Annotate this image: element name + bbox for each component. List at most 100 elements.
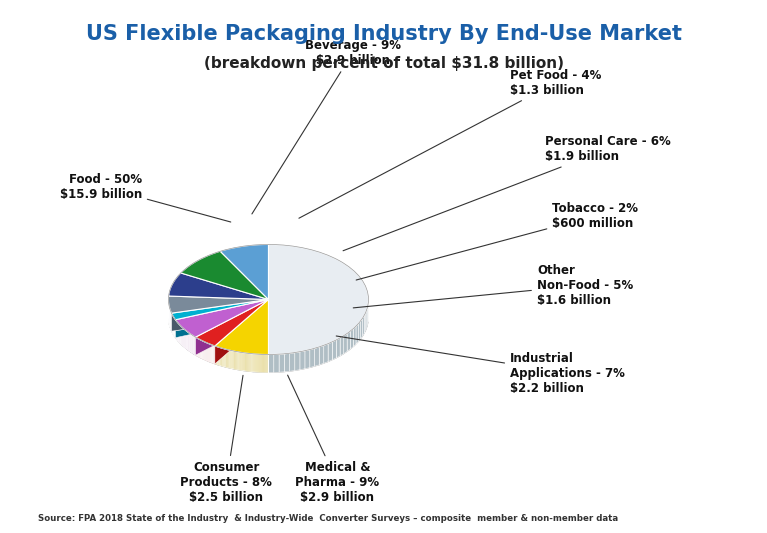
Polygon shape: [220, 245, 268, 300]
Polygon shape: [172, 300, 268, 331]
Polygon shape: [220, 348, 221, 366]
Polygon shape: [234, 351, 235, 369]
Polygon shape: [243, 353, 244, 371]
Text: Beverage - 9%
$2.9 billion: Beverage - 9% $2.9 billion: [252, 38, 401, 214]
Polygon shape: [225, 349, 226, 367]
Polygon shape: [169, 296, 268, 313]
Polygon shape: [231, 351, 232, 369]
Polygon shape: [220, 245, 268, 300]
Polygon shape: [232, 351, 233, 369]
Polygon shape: [256, 354, 257, 372]
Polygon shape: [196, 300, 268, 355]
Polygon shape: [181, 251, 268, 300]
Polygon shape: [259, 354, 260, 373]
Polygon shape: [262, 354, 263, 373]
Polygon shape: [264, 354, 265, 373]
Polygon shape: [261, 354, 262, 373]
Polygon shape: [222, 348, 223, 367]
Polygon shape: [215, 300, 268, 354]
Polygon shape: [196, 300, 268, 355]
Ellipse shape: [169, 262, 368, 373]
Polygon shape: [215, 346, 216, 364]
Polygon shape: [236, 352, 237, 370]
Polygon shape: [176, 300, 268, 337]
Text: Source: FPA 2018 State of the Industry  & Industry-Wide  Converter Surveys – com: Source: FPA 2018 State of the Industry &…: [38, 514, 618, 523]
Polygon shape: [253, 354, 254, 372]
Polygon shape: [242, 352, 243, 370]
Polygon shape: [230, 350, 231, 368]
Polygon shape: [255, 354, 256, 372]
Polygon shape: [228, 350, 229, 368]
Text: Personal Care - 6%
$1.9 billion: Personal Care - 6% $1.9 billion: [343, 135, 670, 251]
Polygon shape: [347, 331, 351, 351]
Polygon shape: [172, 300, 268, 320]
Polygon shape: [216, 346, 217, 365]
Text: Tobacco - 2%
$600 million: Tobacco - 2% $600 million: [356, 202, 638, 280]
Polygon shape: [254, 354, 255, 372]
Polygon shape: [229, 350, 230, 368]
Polygon shape: [340, 336, 344, 356]
Polygon shape: [265, 354, 266, 373]
Polygon shape: [176, 300, 268, 338]
Text: Consumer
Products - 8%
$2.5 billion: Consumer Products - 8% $2.5 billion: [180, 375, 272, 504]
Polygon shape: [246, 353, 248, 372]
Polygon shape: [248, 353, 249, 372]
Polygon shape: [196, 300, 268, 346]
Text: Industrial
Applications - 7%
$2.2 billion: Industrial Applications - 7% $2.2 billio…: [336, 336, 625, 394]
Polygon shape: [319, 345, 324, 365]
Text: Other
Non-Food - 5%
$1.6 billion: Other Non-Food - 5% $1.6 billion: [354, 264, 633, 308]
Polygon shape: [181, 251, 268, 300]
Polygon shape: [196, 300, 268, 346]
Polygon shape: [364, 312, 366, 333]
Text: Pet Food - 4%
$1.3 billion: Pet Food - 4% $1.3 billion: [299, 69, 601, 218]
Polygon shape: [328, 342, 332, 362]
Polygon shape: [221, 348, 222, 366]
Polygon shape: [314, 347, 319, 366]
Polygon shape: [295, 352, 300, 370]
Text: (breakdown percent of total $31.8 billion): (breakdown percent of total $31.8 billio…: [203, 56, 564, 71]
Polygon shape: [310, 348, 314, 368]
Polygon shape: [358, 321, 360, 342]
Polygon shape: [260, 354, 261, 373]
Polygon shape: [169, 273, 268, 300]
Polygon shape: [300, 351, 304, 370]
Polygon shape: [249, 353, 250, 372]
Polygon shape: [223, 349, 224, 367]
Polygon shape: [215, 300, 268, 364]
Polygon shape: [245, 353, 246, 371]
Polygon shape: [332, 340, 336, 360]
Polygon shape: [237, 352, 239, 370]
Polygon shape: [244, 353, 245, 371]
Polygon shape: [268, 245, 368, 354]
Polygon shape: [344, 334, 347, 354]
Polygon shape: [257, 354, 258, 372]
Polygon shape: [169, 296, 268, 313]
Polygon shape: [268, 354, 274, 373]
Polygon shape: [266, 354, 268, 373]
Polygon shape: [279, 354, 285, 372]
Polygon shape: [239, 352, 240, 370]
Polygon shape: [235, 351, 236, 369]
Polygon shape: [241, 352, 242, 370]
Text: Medical &
Pharma - 9%
$2.9 billion: Medical & Pharma - 9% $2.9 billion: [288, 375, 380, 504]
Polygon shape: [304, 350, 310, 369]
Polygon shape: [224, 349, 225, 367]
Polygon shape: [217, 347, 218, 365]
Polygon shape: [258, 354, 259, 372]
Polygon shape: [285, 353, 290, 372]
Polygon shape: [215, 300, 268, 354]
Polygon shape: [351, 329, 354, 349]
Polygon shape: [366, 310, 367, 330]
Polygon shape: [169, 273, 268, 300]
Polygon shape: [250, 353, 252, 372]
Polygon shape: [226, 350, 228, 368]
Polygon shape: [324, 344, 328, 364]
Polygon shape: [218, 347, 219, 365]
Polygon shape: [240, 352, 241, 370]
Text: US Flexible Packaging Industry By End-Use Market: US Flexible Packaging Industry By End-Us…: [85, 24, 682, 44]
Polygon shape: [356, 324, 358, 344]
Polygon shape: [336, 338, 340, 358]
Polygon shape: [354, 326, 356, 346]
Polygon shape: [172, 300, 268, 331]
Polygon shape: [268, 245, 368, 354]
